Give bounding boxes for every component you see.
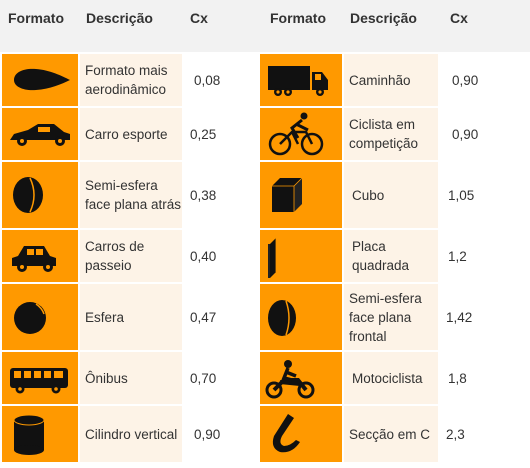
description-text: Cubo xyxy=(352,187,385,203)
description-text: Secção em C xyxy=(349,426,431,442)
icon-cell xyxy=(260,230,342,282)
cx-value: 0,90 xyxy=(194,426,221,442)
cx-value: 0,90 xyxy=(452,72,479,88)
description-text: Formato mais aerodinâmico xyxy=(85,63,168,97)
cx-value: 0,25 xyxy=(190,126,217,142)
cx-value: 0,38 xyxy=(190,187,217,203)
hemisphere-flat-front-icon xyxy=(268,300,296,336)
hemisphere-flat-back-icon xyxy=(13,177,43,213)
cx-value: 0,40 xyxy=(190,248,217,264)
bus-icon xyxy=(10,368,68,394)
icon-cell xyxy=(2,54,78,106)
header-descricao-left: Descrição xyxy=(86,10,153,26)
cylinder-icon xyxy=(13,414,45,455)
table-header: Formato Descrição Cx Formato Descrição C… xyxy=(0,0,530,52)
description-text: Carros de passeio xyxy=(85,239,145,273)
sphere-icon xyxy=(14,302,46,334)
icon-cell xyxy=(2,406,78,462)
description-text: Semi-esfera face plana frontal xyxy=(349,290,422,344)
icon-cell xyxy=(260,162,342,228)
header-cx-right: Cx xyxy=(450,10,468,26)
motorcyclist-icon xyxy=(265,360,315,399)
icon-cell xyxy=(2,230,78,282)
cx-value: 2,3 xyxy=(446,426,465,442)
truck-icon xyxy=(268,66,328,96)
icon-cell xyxy=(2,284,78,350)
description-text: Semi-esfera face plana atrás xyxy=(85,178,182,212)
icon-cell xyxy=(2,352,78,404)
cyclist-icon xyxy=(268,112,324,156)
description-text: Caminhão xyxy=(349,72,411,88)
description-text: Motociclista xyxy=(352,370,423,386)
cx-value: 0,90 xyxy=(452,126,479,142)
cx-value: 0,47 xyxy=(190,309,217,325)
icon-cell xyxy=(260,284,342,350)
icon-cell xyxy=(260,108,342,160)
cx-value: 1,2 xyxy=(448,248,467,264)
cx-value: 0,70 xyxy=(190,370,217,386)
description-text: Esfera xyxy=(85,309,125,325)
cube-icon xyxy=(272,177,303,212)
square-plate-icon xyxy=(268,238,277,278)
icon-cell xyxy=(2,108,78,160)
description-text: Ciclista em competição xyxy=(349,117,419,151)
icon-cell xyxy=(260,406,342,462)
cx-value: 1,8 xyxy=(448,370,467,386)
teardrop-icon xyxy=(14,68,70,91)
description-text: Ônibus xyxy=(85,370,128,386)
c-section-icon xyxy=(272,414,300,453)
cx-value: 0,08 xyxy=(194,72,221,88)
header-formato-left: Formato xyxy=(8,10,64,26)
icon-cell xyxy=(260,352,342,404)
passenger-car-icon xyxy=(12,246,56,272)
cx-value: 1,05 xyxy=(448,187,475,203)
description-text: Carro esporte xyxy=(85,126,168,142)
header-descricao-right: Descrição xyxy=(350,10,417,26)
description-text: Placa quadrada xyxy=(352,239,410,273)
description-text: Cilindro vertical xyxy=(85,426,178,442)
header-formato-right: Formato xyxy=(270,10,326,26)
sports-car-icon xyxy=(10,124,70,146)
header-cx-left: Cx xyxy=(190,10,208,26)
icon-cell xyxy=(2,162,78,228)
cx-value: 1,42 xyxy=(446,309,473,325)
icon-cell xyxy=(260,54,342,106)
